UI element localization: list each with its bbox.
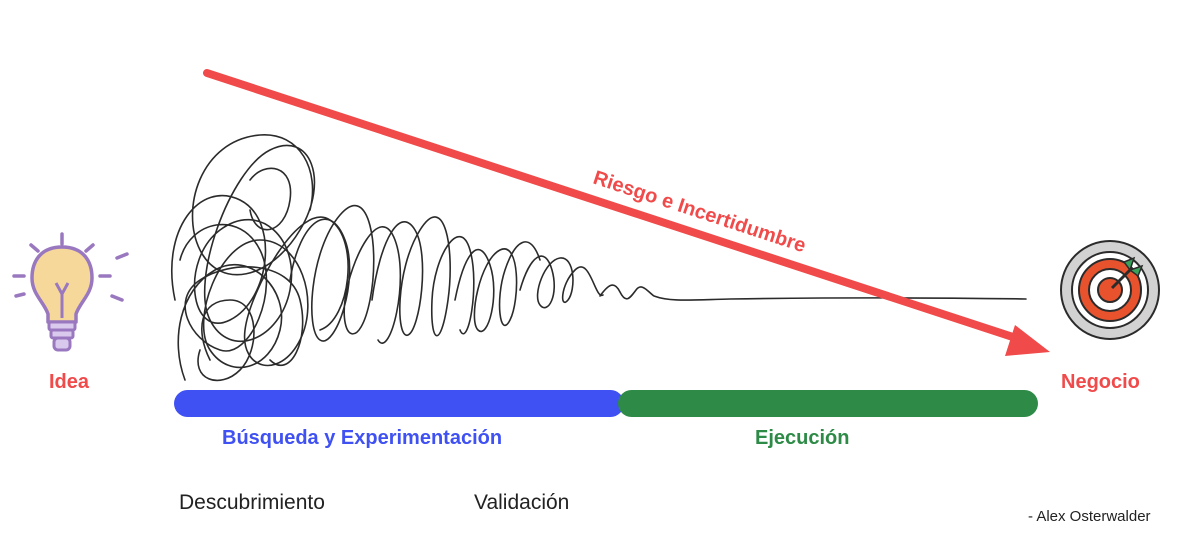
end-label: Negocio [1061, 371, 1140, 393]
author-credit: - Alex Osterwalder [1028, 508, 1151, 525]
target-icon [1060, 240, 1160, 340]
uncertainty-scribble [170, 134, 1027, 382]
risk-arrow [203, 69, 1050, 356]
discovery-stage-label: Descubrimiento [179, 491, 325, 514]
search-phase-bar [174, 390, 624, 417]
execution-phase-bar [618, 390, 1038, 417]
execution-phase-label: Ejecución [755, 427, 850, 449]
validation-stage-label: Validación [474, 491, 570, 514]
start-label: Idea [49, 371, 90, 393]
search-phase-label: Búsqueda y Experimentación [222, 427, 503, 449]
lightbulb-icon [12, 232, 129, 352]
